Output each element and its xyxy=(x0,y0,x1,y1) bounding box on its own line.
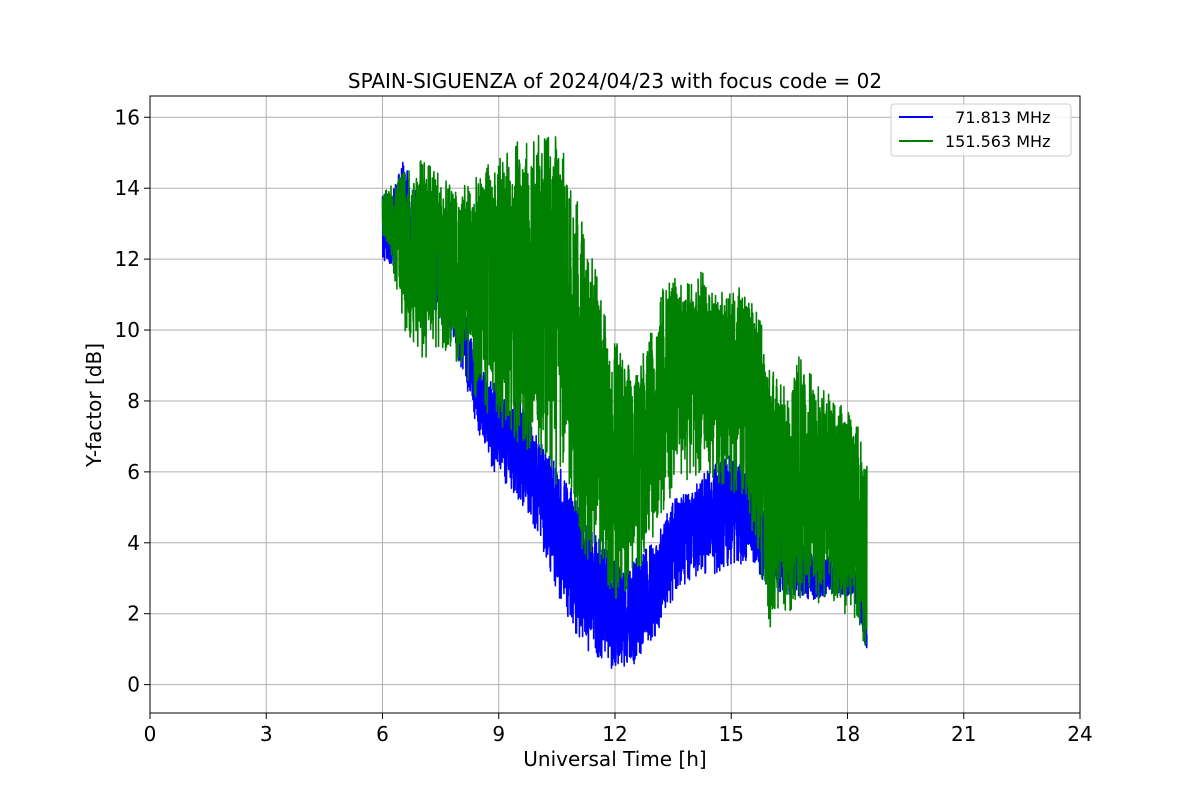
legend-label-71mhz: 71.813 MHz xyxy=(945,108,1050,127)
x-tick-label: 3 xyxy=(260,722,273,746)
y-tick-label: 10 xyxy=(115,318,140,342)
y-tick-label: 14 xyxy=(115,176,140,200)
x-tick-label: 24 xyxy=(1067,722,1092,746)
chart-title: SPAIN-SIGUENZA of 2024/04/23 with focus … xyxy=(348,69,882,93)
legend: 71.813 MHz 151.563 MHz xyxy=(890,103,1072,157)
x-tick-label: 15 xyxy=(719,722,744,746)
x-tick-label: 12 xyxy=(602,722,627,746)
y-tick-label: 4 xyxy=(127,531,140,555)
y-tick-label: 0 xyxy=(127,673,140,697)
y-tick-label: 2 xyxy=(127,602,140,626)
y-tick-label: 12 xyxy=(115,247,140,271)
y-tick-label: 6 xyxy=(127,460,140,484)
legend-label-151mhz: 151.563 MHz xyxy=(945,132,1050,151)
x-axis-label: Universal Time [h] xyxy=(523,747,706,771)
series-layer xyxy=(381,134,868,669)
x-tick-label: 9 xyxy=(492,722,505,746)
x-tick-label: 21 xyxy=(951,722,976,746)
series-line-1 xyxy=(381,134,868,646)
y-tick-label: 16 xyxy=(115,105,140,129)
legend-box xyxy=(890,103,1072,157)
x-tick-label: 18 xyxy=(835,722,860,746)
y-tick-label: 8 xyxy=(127,389,140,413)
x-tick-label: 0 xyxy=(144,722,157,746)
y-axis-label: Y-factor [dB] xyxy=(82,343,106,468)
x-tick-label: 6 xyxy=(376,722,389,746)
